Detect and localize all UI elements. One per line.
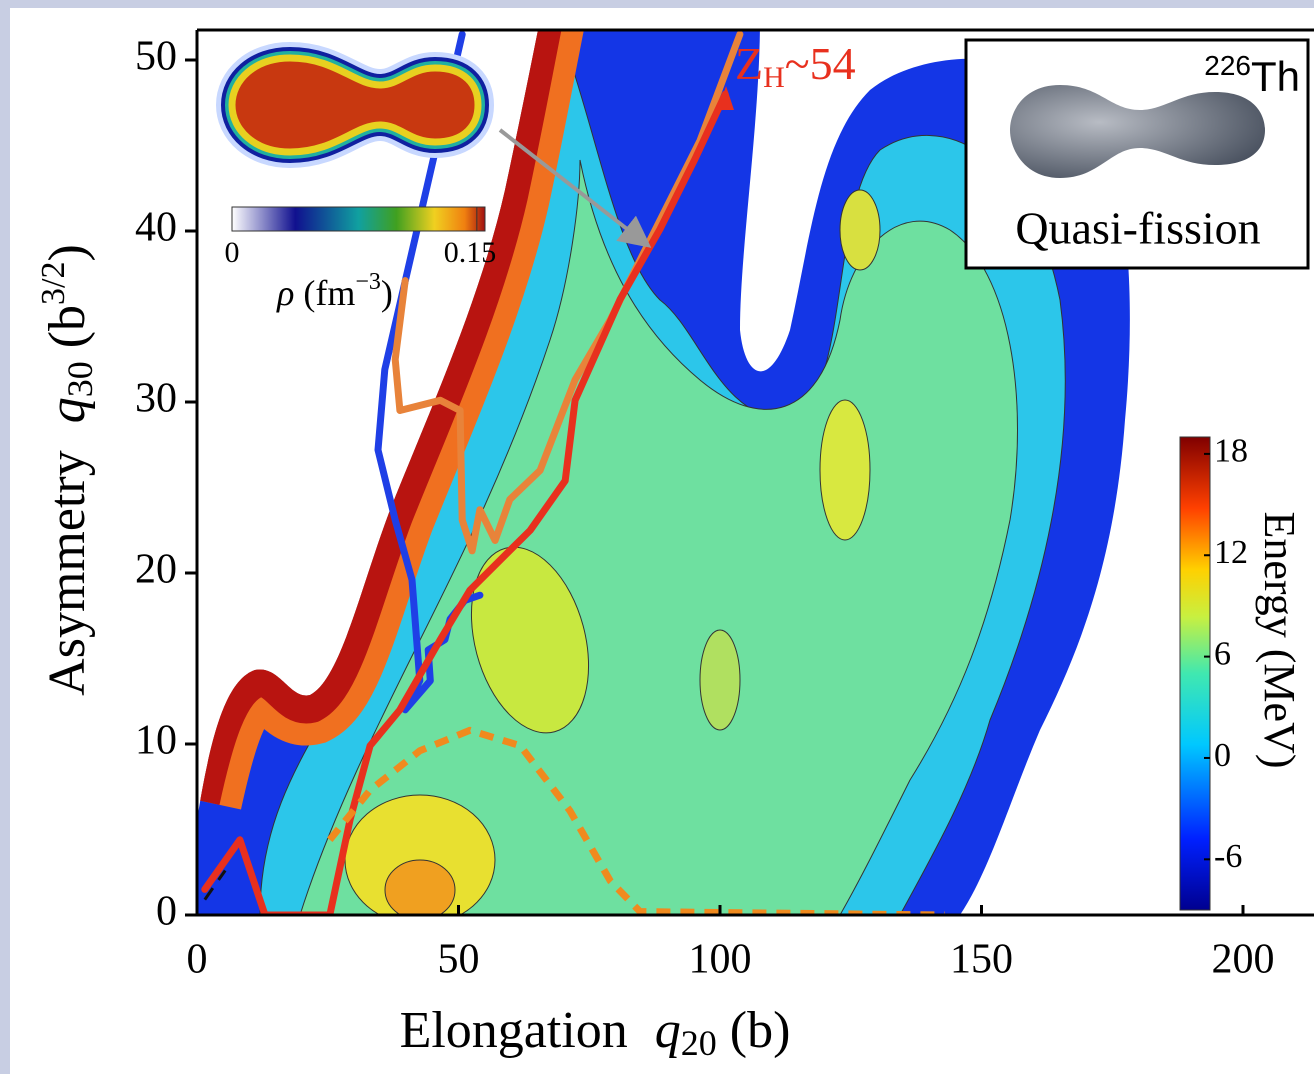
trajectory [203, 869, 227, 901]
x-tick-label: 100 [689, 937, 752, 983]
colorbar-tick-label: -6 [1214, 838, 1242, 875]
y-tick-label: 40 [135, 205, 177, 251]
colorbar-tick-label: 18 [1214, 433, 1248, 470]
density-inset: 0 0.15 ρ (fm−3) [215, 41, 652, 314]
annotation: ZH~54 [735, 38, 856, 94]
colorbar-label: Energy (MeV) [1255, 512, 1304, 769]
y-axis-label: Asymmetry q30 (b3/2) [35, 244, 108, 696]
density-tick-label: 0.15 [444, 236, 497, 269]
y-tick-label: 0 [156, 889, 177, 935]
nucleus-label: Quasi-fission [1015, 203, 1260, 254]
density-tick-label: 0 [225, 236, 240, 269]
y-tick-label: 30 [135, 376, 177, 422]
colorbar-tick-label: 12 [1214, 534, 1248, 571]
x-axis-label: Elongation q20 (b) [400, 1002, 791, 1071]
x-tick-label: 0 [187, 937, 208, 983]
y-tick-label: 10 [135, 718, 177, 764]
nucleus-inset: 226Th Quasi-fission [964, 38, 1310, 270]
trajectory [201, 90, 729, 915]
colorbar-tick-label: 0 [1214, 737, 1231, 774]
x-tick-label: 50 [438, 937, 480, 983]
colorbar-tick-label: 6 [1214, 635, 1231, 672]
trajectories [201, 30, 945, 915]
density-label: ρ (fm−3) [276, 269, 393, 314]
nucleus-name: 226Th [1204, 50, 1300, 100]
x-tick-label: 150 [950, 937, 1013, 983]
y-tick-label: 20 [135, 547, 177, 593]
y-tick-label: 50 [135, 34, 177, 80]
arrow-head [718, 86, 734, 110]
trajectory [327, 726, 945, 915]
x-tick-label: 200 [1212, 937, 1275, 983]
colorbar [1179, 436, 1211, 911]
